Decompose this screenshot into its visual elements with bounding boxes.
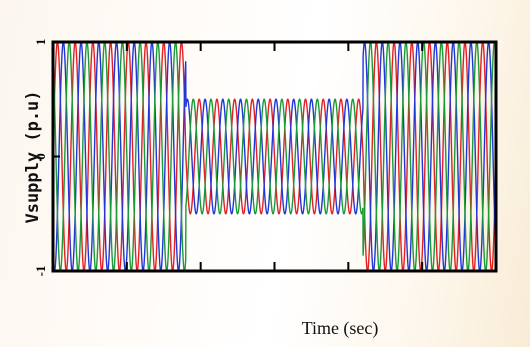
y-tick-label-0: 1 — [33, 39, 48, 46]
phase-series-1 — [53, 42, 496, 271]
y-tick-label-2: -1 — [33, 266, 48, 277]
series-layer — [53, 42, 496, 271]
y-axis-label: Vsupply (p.u) — [23, 90, 43, 223]
x-axis-label: Time (sec) — [0, 318, 530, 339]
